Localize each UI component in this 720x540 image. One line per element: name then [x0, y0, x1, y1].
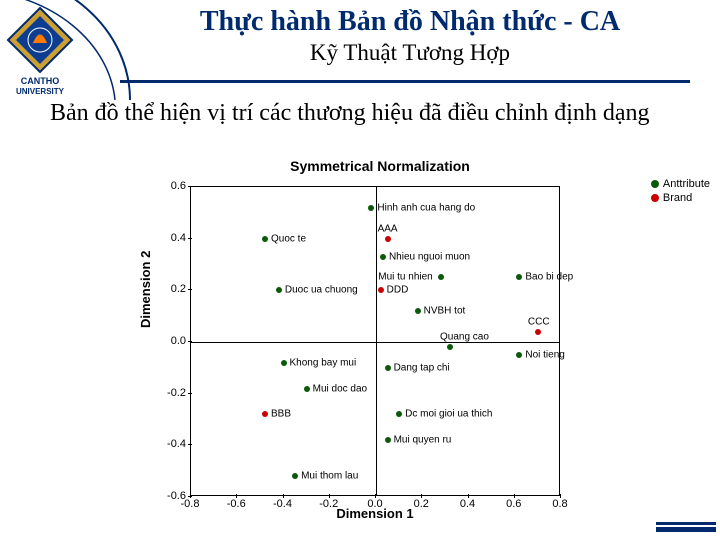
- scatter-chart: Symmetrical Normalization AnttributeBran…: [130, 158, 630, 538]
- legend-dot: [651, 180, 659, 188]
- data-point: [262, 236, 268, 242]
- legend-item: Brand: [651, 192, 710, 204]
- y-tick: 0.4: [162, 232, 186, 244]
- data-point: [438, 274, 444, 280]
- x-tick: -0.4: [268, 498, 298, 510]
- logo-text-top: CANTHO: [21, 76, 60, 86]
- x-tick: -0.8: [175, 498, 205, 510]
- y-tick: 0.6: [162, 180, 186, 192]
- chart-title: Symmetrical Normalization: [130, 158, 630, 174]
- y-tick: -0.4: [162, 438, 186, 450]
- data-point: [516, 352, 522, 358]
- data-point-label: Nhieu nguoi muon: [389, 251, 470, 262]
- legend-label: Anttribute: [663, 178, 710, 190]
- data-point-label: Khong bay mui: [290, 357, 357, 368]
- data-point-label: Duoc ua chuong: [285, 285, 358, 296]
- data-point-label: Mui doc dao: [313, 383, 367, 394]
- title-underline: [120, 80, 690, 83]
- x-tick: -0.2: [314, 498, 344, 510]
- data-point: [380, 254, 386, 260]
- data-point-label: Noi tieng: [525, 349, 564, 360]
- data-point-label: Mui quyen ru: [394, 435, 452, 446]
- data-point: [385, 437, 391, 443]
- data-point: [276, 287, 282, 293]
- page-subtitle: Kỹ Thuật Tương Hợp: [120, 40, 700, 66]
- legend-label: Brand: [663, 192, 692, 204]
- data-point-label: Dc moi gioi ua thich: [405, 409, 492, 420]
- y-tick: -0.2: [162, 387, 186, 399]
- plot-area: Hinh anh cua hang do Quoc te AAA Nhieu nguo…: [190, 186, 560, 496]
- data-point-label: DDD: [387, 285, 409, 296]
- legend-item: Anttribute: [651, 178, 710, 190]
- data-point-label: Quoc te: [271, 233, 306, 244]
- logo-text-bottom: UNIVERSITY: [16, 87, 65, 96]
- data-point: [292, 473, 298, 479]
- data-point-label: Quang cao: [440, 332, 489, 343]
- x-tick: 0.0: [360, 498, 390, 510]
- data-point: [385, 236, 391, 242]
- data-point-label: NVBH tot: [424, 306, 466, 317]
- data-point-label: Mui tu nhien: [378, 272, 432, 283]
- x-tick: -0.6: [221, 498, 251, 510]
- data-point-label: Mui thom lau: [301, 471, 358, 482]
- data-point-label: BBB: [271, 409, 291, 420]
- y-tick: 0.0: [162, 335, 186, 347]
- data-point-label: Bao bi dep: [525, 272, 573, 283]
- data-point: [378, 287, 384, 293]
- page-title: Thực hành Bản đồ Nhận thức - CA: [120, 6, 700, 38]
- data-point-label: Dang tap chi: [394, 362, 450, 373]
- data-point: [304, 386, 310, 392]
- data-point: [447, 344, 453, 350]
- data-point: [368, 205, 374, 211]
- data-point: [415, 308, 421, 314]
- y-axis-label: Dimension 2: [138, 251, 153, 328]
- x-tick: 0.6: [499, 498, 529, 510]
- body-paragraph: Bản đồ thể hiện vị trí các thương hiệu đ…: [50, 100, 690, 127]
- data-point: [516, 274, 522, 280]
- data-point-label: AAA: [378, 223, 398, 234]
- data-point-label: CCC: [528, 316, 550, 327]
- legend-dot: [651, 194, 659, 202]
- x-tick: 0.8: [545, 498, 575, 510]
- data-point: [535, 329, 541, 335]
- data-point: [262, 411, 268, 417]
- chart-legend: Anttribute Brand: [651, 178, 710, 206]
- data-point: [396, 411, 402, 417]
- data-point-label: Hinh anh cua hang do: [377, 202, 475, 213]
- footer-accent: [656, 522, 716, 532]
- data-point: [385, 365, 391, 371]
- y-tick: 0.2: [162, 283, 186, 295]
- data-point: [281, 360, 287, 366]
- x-tick: 0.4: [453, 498, 483, 510]
- x-tick: 0.2: [406, 498, 436, 510]
